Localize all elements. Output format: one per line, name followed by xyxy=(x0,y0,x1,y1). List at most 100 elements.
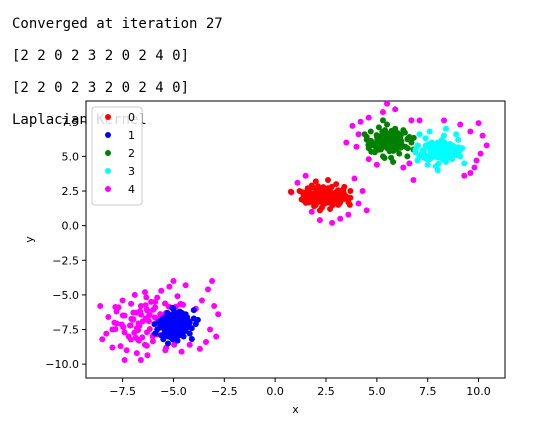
point-series-1 xyxy=(163,314,169,320)
point-series-1 xyxy=(191,307,197,313)
point-series-4 xyxy=(360,188,366,194)
point-series-4 xyxy=(152,299,158,305)
point-series-1 xyxy=(179,331,185,337)
point-series-4 xyxy=(120,312,126,318)
point-series-3 xyxy=(447,150,453,156)
point-series-4 xyxy=(122,357,128,363)
point-series-4 xyxy=(364,207,370,213)
legend-marker-4 xyxy=(105,186,111,192)
point-series-4 xyxy=(179,349,185,355)
point-series-2 xyxy=(368,138,374,144)
point-series-0 xyxy=(340,186,346,192)
point-series-4 xyxy=(144,352,150,358)
legend-marker-1 xyxy=(105,132,111,138)
point-series-4 xyxy=(158,288,164,294)
point-series-3 xyxy=(434,145,440,151)
point-series-1 xyxy=(184,318,190,324)
point-series-4 xyxy=(480,133,486,139)
legend-marker-2 xyxy=(105,150,111,156)
point-series-2 xyxy=(378,134,384,140)
point-series-3 xyxy=(461,160,467,166)
point-series-4 xyxy=(295,180,301,186)
point-series-4 xyxy=(337,216,343,222)
y-tick-label: 5.0 xyxy=(62,150,80,163)
point-series-4 xyxy=(138,357,144,363)
y-tick-label: 2.5 xyxy=(62,185,80,198)
x-axis-label: x xyxy=(292,403,299,416)
point-series-3 xyxy=(435,167,441,173)
point-series-4 xyxy=(309,209,315,215)
point-series-3 xyxy=(455,137,461,143)
point-series-4 xyxy=(132,292,138,298)
point-series-4 xyxy=(207,327,213,333)
point-series-4 xyxy=(120,297,126,303)
point-series-4 xyxy=(343,140,349,146)
point-series-0 xyxy=(337,200,343,206)
point-series-2 xyxy=(380,117,386,123)
point-series-2 xyxy=(391,137,397,143)
point-series-1 xyxy=(176,320,182,326)
legend-label-3: 3 xyxy=(128,165,135,178)
point-series-4 xyxy=(366,156,372,162)
point-series-1 xyxy=(166,330,172,336)
point-series-3 xyxy=(440,145,446,151)
x-tick-label: −2.5 xyxy=(211,385,238,398)
point-series-4 xyxy=(199,297,205,303)
point-series-4 xyxy=(105,314,111,320)
point-series-4 xyxy=(211,303,217,309)
point-series-4 xyxy=(97,303,103,309)
point-series-0 xyxy=(304,189,310,195)
point-series-4 xyxy=(150,338,156,344)
point-series-4 xyxy=(441,117,447,123)
point-series-4 xyxy=(166,284,172,290)
x-tick-label: 7.5 xyxy=(419,385,437,398)
point-series-4 xyxy=(384,101,390,107)
point-series-4 xyxy=(170,278,176,284)
point-series-4 xyxy=(203,339,209,345)
point-series-1 xyxy=(195,317,201,323)
point-series-4 xyxy=(99,336,105,342)
point-series-1 xyxy=(169,305,175,311)
point-series-4 xyxy=(118,343,124,349)
y-tick-label: −2.5 xyxy=(52,254,79,267)
point-series-2 xyxy=(390,159,396,165)
point-series-0 xyxy=(302,197,308,203)
point-series-4 xyxy=(143,315,149,321)
point-series-2 xyxy=(398,141,404,147)
x-tick-label: 10.0 xyxy=(466,385,491,398)
point-series-4 xyxy=(474,158,480,164)
point-series-2 xyxy=(386,132,392,138)
point-series-2 xyxy=(404,153,410,159)
x-tick-label: 2.5 xyxy=(317,385,335,398)
point-series-2 xyxy=(405,145,411,151)
point-series-3 xyxy=(446,143,452,149)
point-series-4 xyxy=(112,326,118,332)
series-3 xyxy=(412,126,467,174)
point-series-4 xyxy=(127,323,133,329)
point-series-4 xyxy=(142,289,148,295)
point-series-1 xyxy=(165,340,171,346)
point-series-4 xyxy=(476,120,482,126)
point-series-4 xyxy=(128,301,134,307)
x-tick-label: −7.5 xyxy=(109,385,136,398)
y-tick-label: 7.5 xyxy=(62,116,80,129)
point-series-0 xyxy=(331,191,337,197)
y-tick-label: 0.0 xyxy=(62,220,80,233)
point-series-1 xyxy=(162,321,168,327)
point-series-3 xyxy=(455,144,461,150)
point-series-4 xyxy=(139,334,145,340)
y-tick-label: −5.0 xyxy=(52,289,79,302)
point-series-4 xyxy=(410,177,416,183)
point-series-4 xyxy=(457,122,463,128)
y-tick-label: −10.0 xyxy=(45,358,79,371)
point-series-4 xyxy=(175,293,181,299)
point-series-4 xyxy=(143,294,149,300)
point-series-2 xyxy=(390,143,396,149)
point-series-2 xyxy=(382,155,388,161)
point-series-4 xyxy=(114,321,120,327)
point-series-4 xyxy=(400,164,406,170)
point-series-4 xyxy=(119,322,125,328)
point-series-0 xyxy=(329,184,335,190)
point-series-2 xyxy=(383,143,389,149)
legend-label-1: 1 xyxy=(128,129,135,142)
